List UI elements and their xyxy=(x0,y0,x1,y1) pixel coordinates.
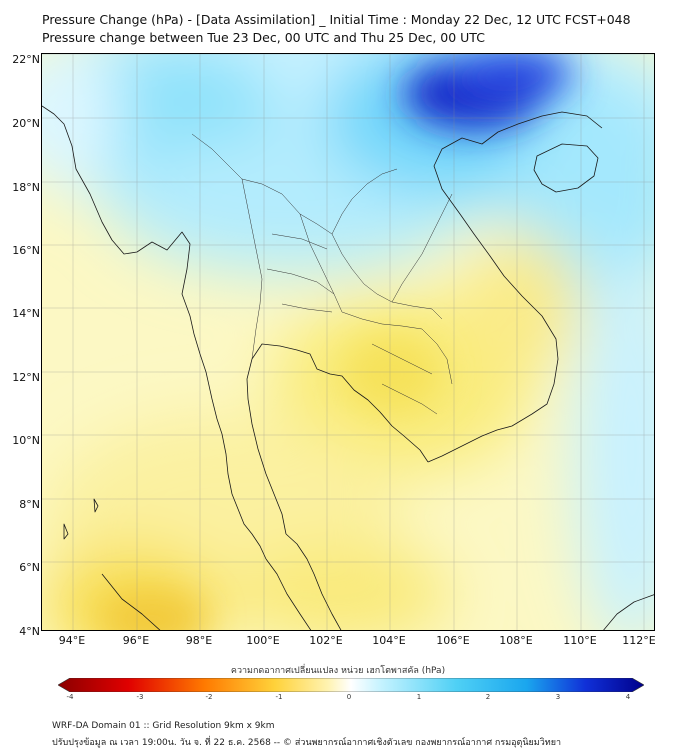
lon-label-104: 104°E xyxy=(372,634,406,647)
lat-label-10: 10°N xyxy=(12,434,40,447)
colorbar-tick: -2 xyxy=(205,693,213,701)
lat-label-8: 8°N xyxy=(19,498,40,511)
lat-label-12: 12°N xyxy=(12,371,40,384)
lon-label-102: 102°E xyxy=(309,634,343,647)
colorbar-tick: -4 xyxy=(66,693,74,701)
lat-label-4: 4°N xyxy=(19,625,40,638)
colorbar-gradient xyxy=(58,678,644,692)
lon-label-100: 100°E xyxy=(246,634,280,647)
lat-label-14: 14°N xyxy=(12,307,40,320)
lon-label-112: 112°E xyxy=(622,634,656,647)
colorbar-tick: 4 xyxy=(625,693,631,701)
lon-label-96: 96°E xyxy=(122,634,150,647)
colorbar-tick: 3 xyxy=(555,693,561,701)
colorbar-tick: -3 xyxy=(136,693,144,701)
lon-label-110: 110°E xyxy=(563,634,597,647)
credit-line: ปรับปรุงข้อมูล ณ เวลา 19:00น. วัน จ. ที่… xyxy=(52,738,562,748)
pressure-field xyxy=(42,54,654,630)
lon-label-108: 108°E xyxy=(499,634,533,647)
lat-label-16: 16°N xyxy=(12,244,40,257)
lat-label-6: 6°N xyxy=(19,561,40,574)
borders xyxy=(191,133,453,415)
lat-label-22: 22°N xyxy=(12,53,40,66)
colorbar xyxy=(58,678,644,692)
lat-label-18: 18°N xyxy=(12,181,40,194)
lon-label-94: 94°E xyxy=(58,634,86,647)
lon-label-106: 106°E xyxy=(436,634,470,647)
lat-label-20: 20°N xyxy=(12,117,40,130)
colorbar-tick: 0 xyxy=(346,693,352,701)
pressure-change-map xyxy=(42,54,654,630)
colorbar-tick: -1 xyxy=(275,693,283,701)
map-panel xyxy=(41,53,655,631)
lon-label-98: 98°E xyxy=(185,634,213,647)
graticule xyxy=(42,54,654,630)
map-title: Pressure Change (hPa) - [Data Assimilati… xyxy=(42,12,631,27)
map-subtitle: Pressure change between Tue 23 Dec, 00 U… xyxy=(42,30,485,45)
coastlines xyxy=(42,105,654,630)
colorbar-tick: 1 xyxy=(416,693,422,701)
colorbar-title: ความกดอากาศเปลี่ยนแปลง หน่วย เฮกโตพาสคัล… xyxy=(230,666,446,676)
model-info: WRF-DA Domain 01 :: Grid Resolution 9km … xyxy=(52,721,275,731)
colorbar-tick: 2 xyxy=(485,693,491,701)
